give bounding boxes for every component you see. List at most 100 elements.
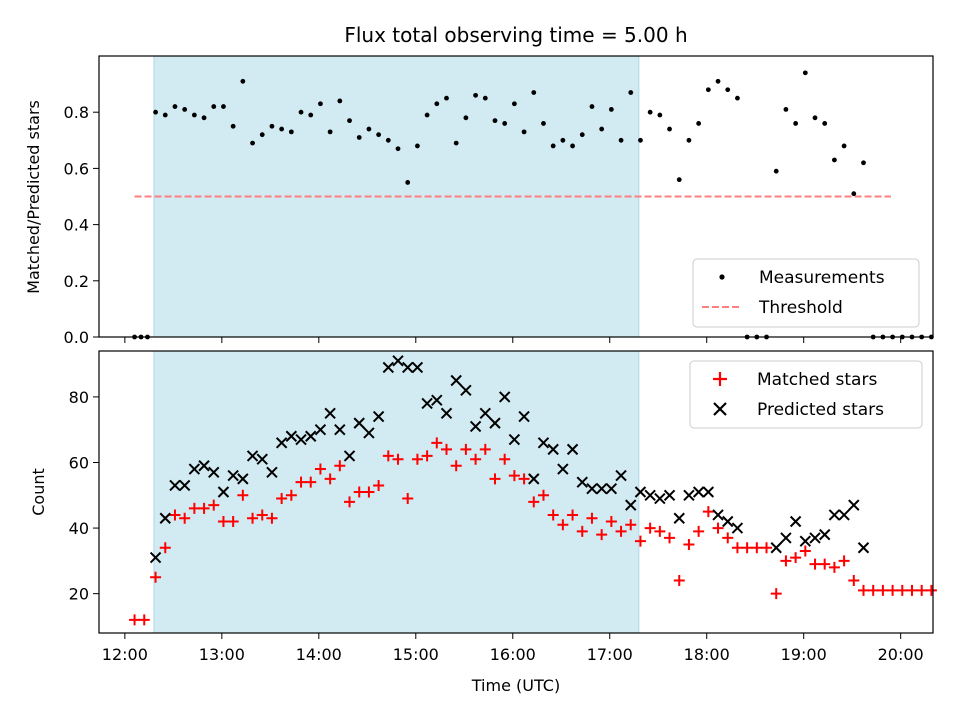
predicted-star-point [702,486,715,498]
predicted-star-point [625,499,637,511]
predicted-star-point [518,410,530,423]
predicted-star-point [285,430,298,442]
predicted-star-point [654,492,666,505]
matched-star-point [217,516,229,528]
predicted-star-point [246,450,259,462]
matched-star-point [363,486,375,498]
measurement-point [221,104,226,109]
matched-star-point [518,473,530,485]
matched-star-point [828,561,840,573]
matched-star-point [858,584,869,596]
predicted-star-point [528,473,540,485]
predicted-star-point [217,486,230,498]
predicted-star-point [595,483,608,495]
predicted-star-point [692,486,705,498]
measurement-point [288,129,294,135]
measurement-point [812,115,818,121]
predicted-star-point [537,437,550,449]
top-axes-frame [98,55,934,338]
predicted-star-point [169,479,181,492]
y-tick-label: 80 [69,388,89,407]
predicted-star-point [440,407,453,420]
matched-star-point [382,450,394,462]
measurement-point [841,143,847,149]
matched-star-point [848,575,860,587]
measurement-point [356,135,362,140]
top-y-axis-title: Matched/Predicted stars [24,100,43,294]
matched-star-point [596,529,608,541]
matched-star-point [470,453,482,465]
measurement-point [608,106,614,112]
bottom-legend-box [689,360,923,429]
matched-star-point [150,571,162,583]
predicted-star-point [363,427,375,439]
measurement-point [861,160,866,166]
matched-star-point [237,489,249,501]
bottom-legend: Matched stars Predicted stars [689,360,923,429]
matched-star-point [906,584,918,596]
predicted-star-point [770,542,782,554]
matched-star-point [256,509,268,521]
matched-star-point [790,552,802,564]
matched-star-point [586,512,598,524]
measurement-point [240,78,246,84]
measurement-point [376,132,382,138]
y-tick-label: 0.4 [64,216,89,235]
matched-star-point [227,516,239,528]
matched-star-point [576,525,588,537]
predicted-star-point [683,489,695,501]
bottom-observing-window-shade [153,351,640,633]
bottom-y-ticks: 20 40 60 80 [69,388,99,604]
measurement-point [308,112,314,118]
predicted-star-point [828,509,841,521]
matched-star-point [731,542,743,554]
measurement-point [550,143,556,149]
measurement-point [444,95,449,101]
predicted-star-point [392,355,404,367]
measurement-point [492,118,498,124]
measurement-point [822,121,828,126]
predicted-star-point [411,361,424,374]
measurement-point [851,191,857,197]
predicted-star-point [731,522,744,534]
measurement-point [560,137,566,143]
legend-measurements-marker [719,274,725,280]
matched-star-point [353,486,365,498]
measurement-point [269,123,275,129]
measurement-point [783,106,789,112]
matched-star-point [314,463,326,475]
matched-star-point [499,453,511,465]
measurement-point [191,112,197,118]
measurement-point [541,121,546,126]
measurement-point [347,118,352,124]
legend-matched-marker [713,372,727,386]
matched-star-point [664,532,676,544]
predicted-star-point [469,420,482,433]
y-tick-label: 0.6 [64,159,89,178]
matched-star-point [654,525,666,537]
matched-star-point [129,614,141,626]
matched-star-point [625,519,637,531]
x-tick-label: 14:00 [296,645,342,664]
measurement-point [211,104,217,109]
matched-star-point [479,443,491,455]
measurement-point [337,98,343,104]
measurement-point [424,112,430,118]
measurement-point [463,115,469,121]
matched-star-point [605,516,617,528]
predicted-star-point [566,443,579,456]
measurement-point [579,132,585,138]
matched-star-point [683,538,695,550]
measurement-point [405,180,411,185]
measurement-point [366,126,372,132]
predicted-star-point [421,397,433,410]
matched-star-point [285,489,297,501]
measurements-points [132,70,934,340]
measurement-point [502,121,508,126]
matched-star-point [751,542,763,554]
matched-star-point [644,522,656,534]
measurement-point [599,126,605,132]
y-tick-label: 0.0 [64,328,89,347]
measurement-point [201,115,207,121]
